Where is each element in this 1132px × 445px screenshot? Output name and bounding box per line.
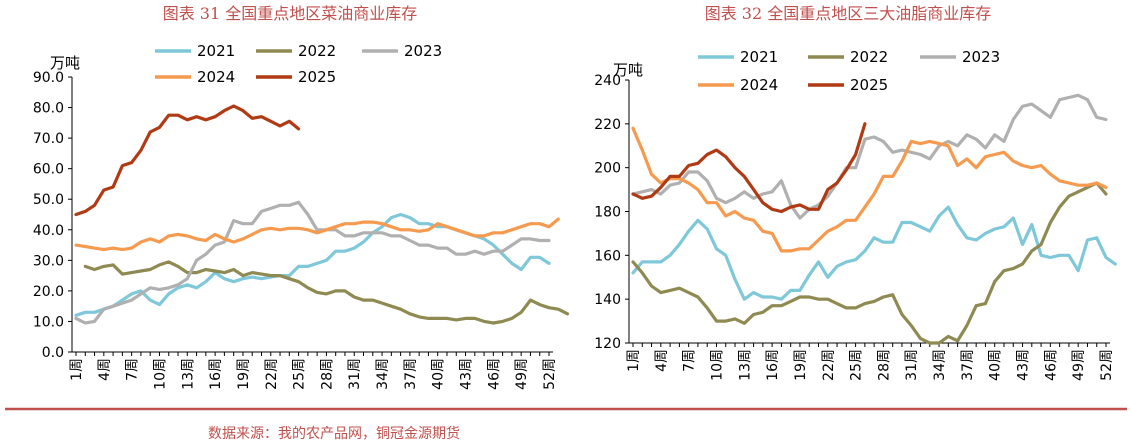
x-tick-label: 19周 bbox=[236, 358, 252, 390]
legend-label: 2023 bbox=[962, 48, 1000, 66]
x-tick-label: 10周 bbox=[152, 358, 168, 390]
x-tick-label: 34周 bbox=[932, 349, 948, 381]
legend-item-2022: 2022 bbox=[808, 48, 888, 66]
x-tick-label: 40周 bbox=[988, 349, 1004, 381]
legend-label: 2023 bbox=[404, 42, 442, 60]
series-line-2021 bbox=[631, 205, 1117, 301]
y-tick-label: 0.0 bbox=[42, 345, 64, 361]
y-tick-label: 240 bbox=[594, 73, 621, 89]
series-line-2024 bbox=[631, 126, 1108, 253]
y-tick-label: 70.0 bbox=[33, 131, 64, 147]
y-tick-label: 60.0 bbox=[33, 162, 64, 178]
series-line-2022 bbox=[631, 181, 1108, 345]
x-tick-label: 25周 bbox=[849, 349, 865, 381]
legend-label: 2024 bbox=[197, 68, 235, 86]
x-tick-label: 34周 bbox=[375, 358, 391, 390]
y-tick-label: 180 bbox=[594, 205, 621, 221]
y-axis-unit-label: 万吨 bbox=[50, 54, 80, 72]
y-tick-label: 90.0 bbox=[33, 70, 64, 86]
x-tick-label: 52周 bbox=[542, 358, 558, 390]
y-tick-label: 10.0 bbox=[33, 314, 64, 330]
y-tick-label: 140 bbox=[594, 292, 621, 308]
series-line-2025 bbox=[74, 104, 301, 217]
x-tick-label: 40周 bbox=[431, 358, 447, 390]
legend-item-2021: 2021 bbox=[698, 48, 778, 66]
x-tick-label: 10周 bbox=[709, 349, 725, 381]
x-tick-label: 25周 bbox=[292, 358, 308, 390]
x-tick-label: 1周 bbox=[69, 358, 85, 381]
legend-item-2024: 2024 bbox=[698, 76, 778, 94]
x-tick-label: 4周 bbox=[654, 349, 670, 372]
x-tick-label: 46周 bbox=[1043, 349, 1059, 381]
x-tick-label: 13周 bbox=[180, 358, 196, 390]
x-tick-label: 37周 bbox=[403, 358, 419, 390]
series-line-2023 bbox=[631, 93, 1108, 220]
legend-item-2025: 2025 bbox=[256, 68, 336, 86]
series-line-2024 bbox=[74, 217, 560, 252]
x-tick-label: 16周 bbox=[208, 358, 224, 390]
x-tick-label: 49周 bbox=[1071, 349, 1087, 381]
y-tick-label: 30.0 bbox=[33, 253, 64, 269]
series-line-2023 bbox=[74, 200, 551, 325]
legend-item-2024: 2024 bbox=[155, 68, 235, 86]
legend-label: 2022 bbox=[850, 48, 888, 66]
y-tick-label: 50.0 bbox=[33, 192, 64, 208]
footer-source-text: 数据来源：我的农产品网，铜冠金源期货 bbox=[208, 425, 460, 442]
x-tick-label: 7周 bbox=[125, 358, 141, 381]
legend-item-2025: 2025 bbox=[808, 76, 888, 94]
legend-item-2022: 2022 bbox=[256, 42, 336, 60]
legend-label: 2024 bbox=[740, 76, 778, 94]
x-tick-label: 31周 bbox=[904, 349, 920, 381]
legend-label: 2025 bbox=[298, 68, 336, 86]
legend-label: 2022 bbox=[298, 42, 336, 60]
x-tick-label: 43周 bbox=[459, 358, 475, 390]
y-tick-label: 160 bbox=[594, 248, 621, 264]
legend-item-2023: 2023 bbox=[362, 42, 442, 60]
x-tick-label: 52周 bbox=[1099, 349, 1115, 381]
y-tick-label: 80.0 bbox=[33, 101, 64, 117]
legend-item-2021: 2021 bbox=[155, 42, 235, 60]
x-tick-label: 19周 bbox=[793, 349, 809, 381]
legend-label: 2021 bbox=[740, 48, 778, 66]
legend-item-2023: 2023 bbox=[920, 48, 1000, 66]
y-tick-label: 20.0 bbox=[33, 284, 64, 300]
chart-title: 图表 32 全国重点地区三大油脂商业库存 bbox=[705, 4, 992, 23]
x-tick-label: 22周 bbox=[264, 358, 280, 390]
chart-title: 图表 31 全国重点地区菜油商业库存 bbox=[163, 4, 418, 23]
x-tick-label: 43周 bbox=[1016, 349, 1032, 381]
series-line-2025 bbox=[631, 122, 867, 214]
x-tick-label: 4周 bbox=[97, 358, 113, 381]
x-tick-label: 49周 bbox=[514, 358, 530, 390]
y-tick-label: 220 bbox=[594, 117, 621, 133]
y-axis-unit-label: 万吨 bbox=[613, 61, 643, 79]
x-tick-label: 7周 bbox=[682, 349, 698, 372]
series-line-2022 bbox=[83, 260, 570, 325]
legend-label: 2025 bbox=[850, 76, 888, 94]
x-tick-label: 46周 bbox=[486, 358, 502, 390]
y-tick-label: 120 bbox=[594, 336, 621, 352]
y-tick-label: 40.0 bbox=[33, 223, 64, 239]
x-tick-label: 22周 bbox=[821, 349, 837, 381]
legend-label: 2021 bbox=[197, 42, 235, 60]
x-tick-label: 13周 bbox=[737, 349, 753, 381]
x-tick-label: 31周 bbox=[347, 358, 363, 390]
x-tick-label: 1周 bbox=[626, 349, 642, 372]
x-tick-label: 37周 bbox=[960, 349, 976, 381]
y-tick-label: 200 bbox=[594, 161, 621, 177]
x-tick-label: 28周 bbox=[876, 349, 892, 381]
x-tick-label: 16周 bbox=[765, 349, 781, 381]
x-tick-label: 28周 bbox=[319, 358, 335, 390]
